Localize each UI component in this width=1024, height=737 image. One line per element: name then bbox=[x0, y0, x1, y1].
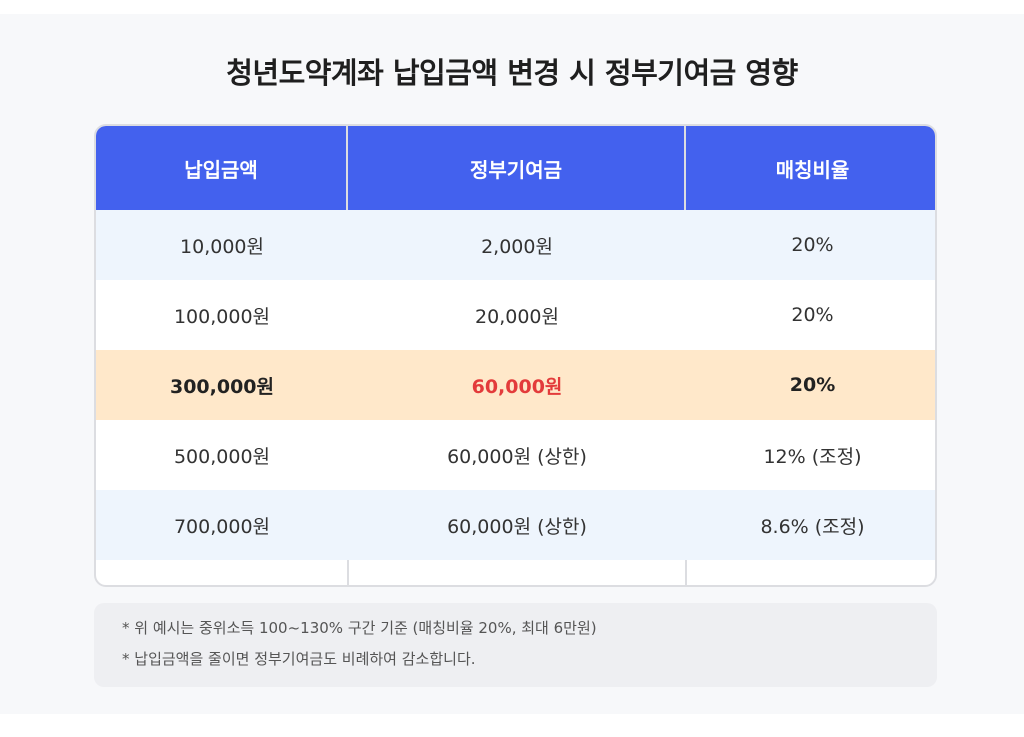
column-divider bbox=[347, 560, 349, 585]
page-title: 청년도약계좌 납입금액 변경 시 정부기여금 영향 bbox=[226, 56, 798, 90]
header-cell-matching-ratio: 매칭비율 bbox=[775, 157, 850, 182]
payment-cell: 700,000원 bbox=[173, 515, 271, 538]
column-divider bbox=[685, 560, 687, 585]
table-row: 100,000원 20,000원 20% bbox=[96, 280, 935, 350]
table-row: 10,000원 2,000원 20% bbox=[96, 210, 935, 280]
header-cell-contribution: 정부기여금 bbox=[348, 126, 686, 210]
payment-cell: 100,000원 bbox=[173, 305, 271, 328]
note-text: * 위 예시는 중위소득 100~130% 구간 기준 (매칭비율 20%, 최… bbox=[122, 619, 597, 637]
header-cell-payment: 납입금액 bbox=[96, 126, 348, 210]
ratio-cell: 12% (조정) bbox=[763, 445, 862, 468]
payment-cell: 10,000원 bbox=[180, 235, 264, 258]
contribution-cell: 2,000원 bbox=[481, 235, 553, 258]
payment-cell: 300,000원 bbox=[169, 375, 275, 398]
table-row-highlighted: 300,000원 60,000원 20% bbox=[96, 350, 935, 420]
contribution-cell: 60,000원 (상한) bbox=[447, 515, 587, 538]
note-text: * 납입금액을 줄이면 정부기여금도 비례하여 감소합니다. bbox=[122, 650, 476, 668]
payment-cell: 500,000원 bbox=[173, 445, 271, 468]
contribution-cell: 60,000원 (상한) bbox=[447, 445, 587, 468]
ratio-cell: 20% bbox=[789, 374, 836, 396]
ratio-cell: 20% bbox=[791, 304, 834, 326]
table-header-row: 납입금액 정부기여금 매칭비율 bbox=[96, 126, 935, 210]
contribution-cell: 20,000원 bbox=[475, 305, 559, 328]
table-row: 500,000원 60,000원 (상한) 12% (조정) bbox=[96, 420, 935, 490]
ratio-cell: 8.6% (조정) bbox=[760, 515, 865, 538]
table-row: 700,000원 60,000원 (상한) 8.6% (조정) bbox=[96, 490, 935, 560]
notes-box: * 위 예시는 중위소득 100~130% 구간 기준 (매칭비율 20%, 최… bbox=[94, 603, 937, 687]
contribution-table: 납입금액 정부기여금 매칭비율 10,000원 2,000원 20% 100,0… bbox=[94, 124, 937, 587]
contribution-cell-highlighted: 60,000원 bbox=[471, 375, 563, 398]
ratio-cell: 20% bbox=[791, 234, 834, 256]
